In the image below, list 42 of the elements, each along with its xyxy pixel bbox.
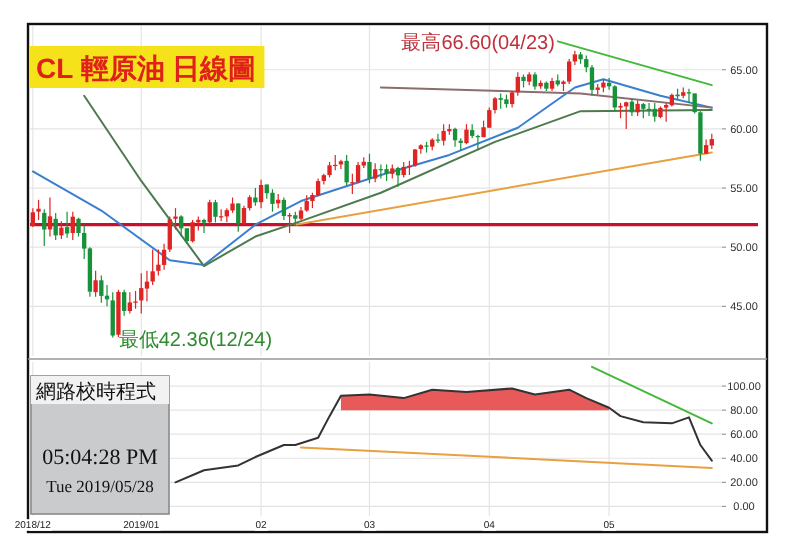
annotation: 最高66.60(04/23) <box>401 30 555 55</box>
candlestick <box>373 162 378 183</box>
candlestick <box>42 208 47 247</box>
line-series <box>83 94 713 268</box>
candlestick <box>566 58 572 85</box>
candlestick <box>93 270 98 298</box>
annotation: 05:04:28 PM <box>42 446 159 470</box>
candlestick <box>179 214 184 238</box>
candlestick <box>99 274 104 304</box>
line-series <box>174 387 713 484</box>
candlestick <box>236 202 241 233</box>
candlestick <box>464 123 469 145</box>
candlestick <box>652 102 657 123</box>
candlestick <box>258 179 264 209</box>
candlestick <box>110 291 115 339</box>
annotation: Tue 2019/05/28 <box>46 476 154 496</box>
candlestick <box>270 188 275 213</box>
candlestick <box>156 248 161 277</box>
candlestick <box>612 84 617 112</box>
candlestick <box>116 289 121 338</box>
candlestick <box>139 272 144 315</box>
text: CL 輕原油 日線圖 <box>36 52 257 84</box>
candlestick <box>201 218 207 234</box>
candlestick <box>30 207 36 228</box>
candlestick <box>121 289 127 317</box>
candlestick <box>207 199 212 226</box>
candlestick <box>70 211 75 241</box>
annotation: 最低42.36(12/24) <box>118 329 273 352</box>
candlestick <box>127 291 133 315</box>
candlestick <box>344 154 349 187</box>
candlestick <box>64 211 70 239</box>
candlestick <box>47 196 53 238</box>
candlestick <box>452 127 458 148</box>
annotation: 網路校時程式 <box>34 380 156 404</box>
candlestick <box>36 199 41 221</box>
candlestick <box>441 123 446 147</box>
candlestick <box>686 88 692 104</box>
candlestick <box>190 219 195 244</box>
candlestick <box>589 64 595 97</box>
candlestick <box>367 153 372 184</box>
candlestick <box>213 199 218 223</box>
candlestick <box>281 196 287 221</box>
